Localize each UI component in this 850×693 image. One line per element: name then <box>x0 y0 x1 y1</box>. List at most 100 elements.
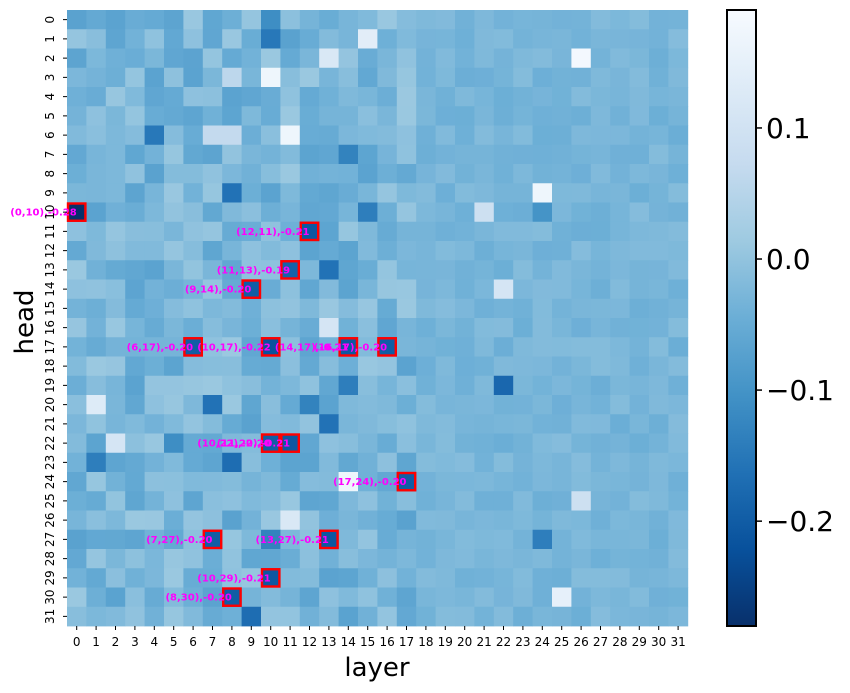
heatmap-cell <box>280 241 301 261</box>
heatmap-cell <box>493 491 514 511</box>
heatmap-cell <box>261 318 281 338</box>
heatmap-cell <box>241 241 262 261</box>
heatmap-cell <box>164 298 184 319</box>
heatmap-cell <box>280 587 301 608</box>
heatmap-cell <box>493 356 514 377</box>
heatmap-cell <box>261 67 281 88</box>
heatmap-cell <box>299 337 320 357</box>
heatmap-cell <box>222 549 242 569</box>
heatmap-cell <box>474 260 495 280</box>
heatmap-cell <box>222 260 242 280</box>
heatmap-cell <box>474 395 495 415</box>
heatmap-cell <box>377 510 398 531</box>
highlight-boxes <box>66 202 417 607</box>
heatmap-cell <box>261 337 281 357</box>
heatmap-cell <box>319 241 339 261</box>
heatmap-cell <box>358 587 378 608</box>
heatmap-cell <box>571 164 592 184</box>
heatmap-cell <box>261 452 281 473</box>
y-tick-label: 2 <box>43 54 57 62</box>
heatmap-cell <box>164 164 184 184</box>
heatmap-cell <box>125 529 145 550</box>
heatmap-cell <box>571 587 592 608</box>
heatmap-cell <box>629 144 650 165</box>
heatmap-cell <box>280 279 301 300</box>
heatmap-cell <box>299 472 320 492</box>
heatmap-cell <box>532 29 553 49</box>
heatmap-cell <box>590 395 611 415</box>
heatmap-cell <box>493 433 514 454</box>
heatmap-cell <box>416 491 436 511</box>
heatmap-cell <box>86 10 107 30</box>
heatmap-cell <box>590 298 611 319</box>
highlight-box <box>202 529 223 550</box>
heatmap-cell <box>222 606 242 627</box>
x-tick-label: 26 <box>573 635 588 649</box>
heatmap-cell <box>668 529 689 550</box>
heatmap-cell <box>202 29 223 49</box>
heatmap-cell <box>222 87 242 107</box>
heatmap-cell <box>144 298 165 319</box>
heatmap-cell <box>455 337 475 357</box>
heatmap-cell <box>338 472 359 492</box>
heatmap-cell <box>668 144 689 165</box>
heatmap-cell <box>377 298 398 319</box>
cell-annotation-label: (8,30),-0.20 <box>165 593 231 604</box>
heatmap-cell <box>299 375 320 396</box>
heatmap-cell <box>396 395 417 415</box>
heatmap-cell <box>105 549 126 569</box>
heatmap-cell <box>202 260 223 280</box>
heatmap-cell <box>338 67 359 88</box>
heatmap-cell <box>435 549 456 569</box>
heatmap-cell <box>552 529 572 550</box>
heatmap-cell <box>649 606 669 627</box>
heatmap-cell <box>416 260 436 280</box>
heatmap-cell <box>610 48 630 69</box>
heatmap-cell <box>183 433 204 454</box>
heatmap-cell <box>513 587 533 608</box>
heatmap-cell <box>474 587 495 608</box>
heatmap-cell <box>299 164 320 184</box>
heatmap-cell <box>319 510 339 531</box>
heatmap-cell <box>610 183 630 203</box>
heatmap-cell <box>396 221 417 242</box>
heatmap-cell <box>144 472 165 492</box>
y-tick-label: 22 <box>43 435 57 450</box>
heatmap-cell <box>610 337 630 357</box>
heatmap-cell <box>105 606 126 627</box>
heatmap-cell <box>222 472 242 492</box>
heatmap-cell <box>183 125 204 146</box>
heatmap-cell <box>552 67 572 88</box>
heatmap-cell <box>358 318 378 338</box>
heatmap-cell <box>319 375 339 396</box>
heatmap-cell <box>513 510 533 531</box>
heatmap-cell <box>105 587 126 608</box>
heatmap-cell <box>105 356 126 377</box>
heatmap-cell <box>125 510 145 531</box>
heatmap-cell <box>552 568 572 588</box>
heatmap-cell <box>668 356 689 377</box>
heatmap-cell <box>67 529 87 550</box>
heatmap-cell <box>144 10 165 30</box>
heatmap-cell <box>474 414 495 434</box>
heatmap-cell <box>358 87 378 107</box>
heatmap-cell <box>299 48 320 69</box>
heatmap-cell <box>532 395 553 415</box>
heatmap-cell <box>67 125 87 146</box>
heatmap-cell <box>299 279 320 300</box>
heatmap-cell <box>493 48 514 69</box>
heatmap-cell <box>105 29 126 49</box>
heatmap-cell <box>377 318 398 338</box>
heatmap-cell <box>377 279 398 300</box>
cell-annotation-label: (6,17),-0.20 <box>127 342 193 353</box>
heatmap-cell <box>377 221 398 242</box>
heatmap-cell <box>241 491 262 511</box>
heatmap-cell <box>144 221 165 242</box>
heatmap-cell <box>105 568 126 588</box>
heatmap-cell <box>649 587 669 608</box>
heatmap-cell <box>474 491 495 511</box>
heatmap-cell <box>571 606 592 627</box>
heatmap-cell <box>358 568 378 588</box>
heatmap-cell <box>86 202 107 223</box>
heatmap-cell <box>571 491 592 511</box>
